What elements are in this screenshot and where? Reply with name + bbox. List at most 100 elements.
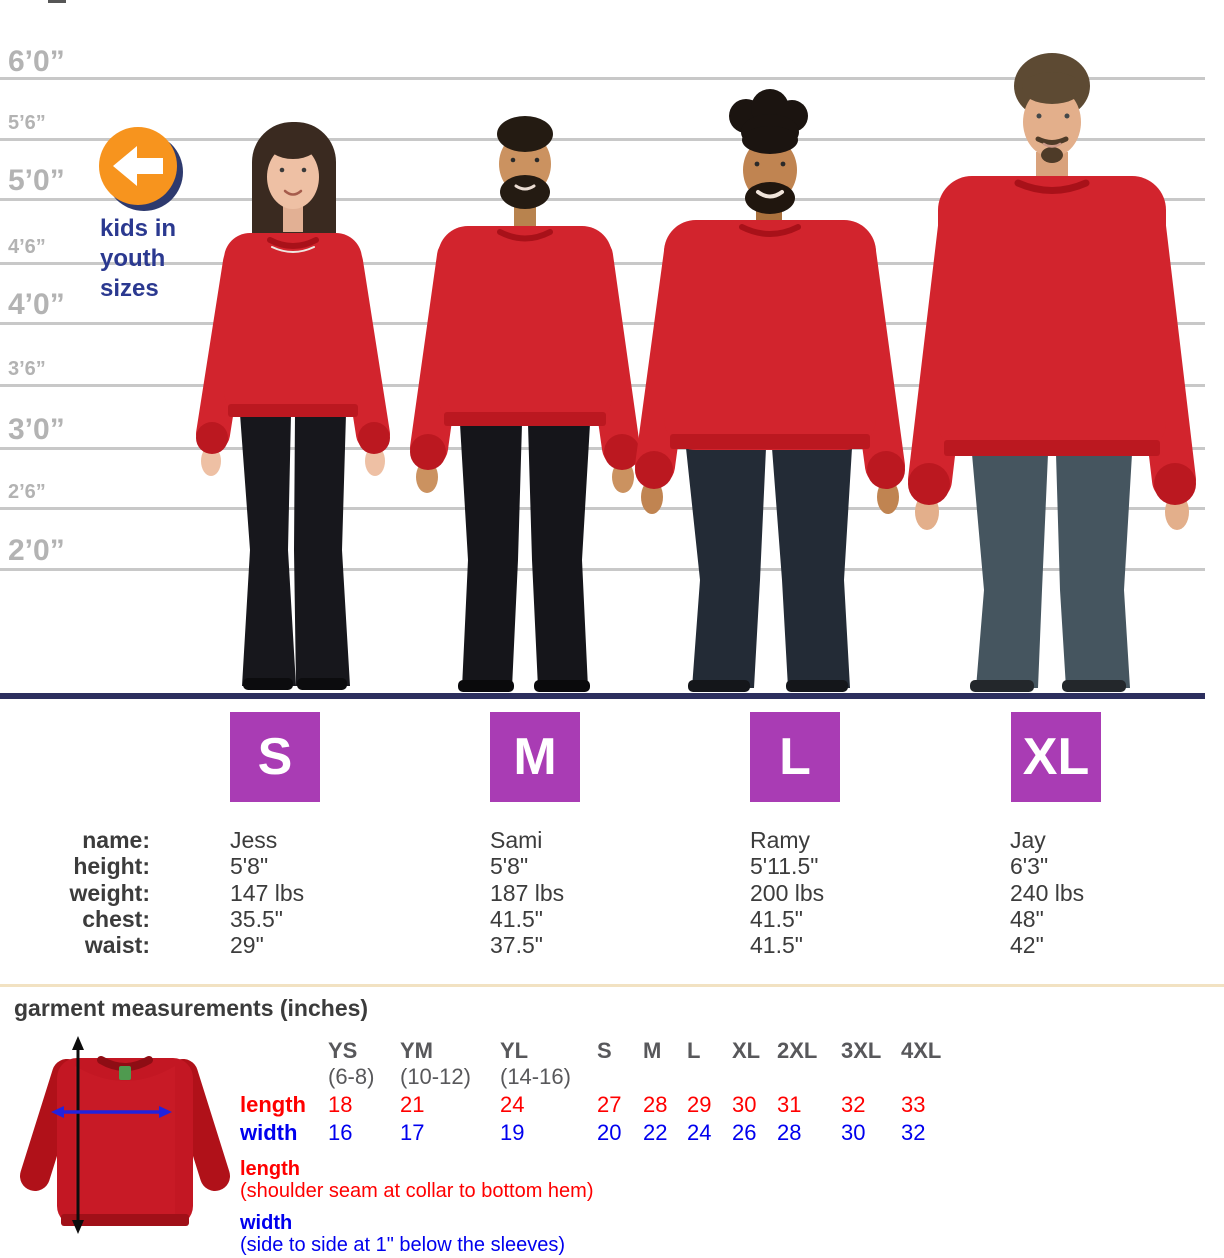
width-note-label: width bbox=[240, 1212, 293, 1234]
scale-label-3ft6: 3’6” bbox=[8, 358, 46, 380]
collar-tag bbox=[119, 1066, 131, 1080]
width-l: 24 bbox=[687, 1120, 712, 1145]
scale-label-3ft: 3’0” bbox=[8, 413, 65, 446]
sami-name: Sami bbox=[490, 827, 543, 853]
crop-artifact bbox=[48, 0, 66, 3]
width-4xl: 32 bbox=[901, 1120, 926, 1145]
sami-chest: 41.5" bbox=[490, 906, 543, 932]
col-header-2xl: 2XL bbox=[777, 1038, 818, 1063]
col-header-m: M bbox=[643, 1038, 662, 1063]
width-yl: 19 bbox=[500, 1120, 525, 1145]
jay-weight: 240 lbs bbox=[1010, 880, 1085, 906]
scale-label-2ft: 2’0” bbox=[8, 534, 65, 567]
length-note-label: length bbox=[240, 1158, 300, 1180]
jay-waist: 42" bbox=[1010, 932, 1044, 958]
stats-label-waist: waist: bbox=[84, 932, 150, 958]
scale-label-4ft6: 4’6” bbox=[8, 236, 46, 258]
length-3xl: 32 bbox=[841, 1092, 866, 1117]
jay-height: 6'3" bbox=[1010, 853, 1049, 879]
size-badge-xl: XL bbox=[1011, 712, 1101, 802]
ramy-weight: 200 lbs bbox=[750, 880, 825, 906]
col-header-4xl: 4XL bbox=[901, 1038, 942, 1063]
ramy-waist: 41.5" bbox=[750, 932, 803, 958]
width-ym: 17 bbox=[400, 1120, 425, 1145]
col-header-s: S bbox=[597, 1038, 612, 1063]
width-xl: 26 bbox=[732, 1120, 757, 1145]
scale-line-5ft bbox=[0, 198, 1205, 201]
section-divider bbox=[0, 984, 1224, 987]
jay-chest: 48" bbox=[1010, 906, 1044, 932]
col-header-yl: YL bbox=[500, 1038, 529, 1063]
stats-label-name: name: bbox=[82, 827, 150, 853]
length-4xl: 33 bbox=[901, 1092, 926, 1117]
model-photo-jay bbox=[908, 53, 1196, 692]
width-ys: 16 bbox=[328, 1120, 353, 1145]
col-subheader-ym: (10-12) bbox=[400, 1064, 471, 1089]
stats-label-height: height: bbox=[73, 853, 150, 879]
col-header-ys: YS bbox=[328, 1038, 358, 1063]
width-note-desc: (side to side at 1" below the sleeves) bbox=[240, 1234, 566, 1256]
length-l: 29 bbox=[687, 1092, 712, 1117]
model-photo-ramy bbox=[635, 89, 905, 692]
length-arrow bbox=[72, 1036, 84, 1234]
width-s: 20 bbox=[597, 1120, 622, 1145]
left-arrow-icon bbox=[113, 146, 163, 186]
models-photo-lineup bbox=[196, 53, 1196, 692]
ramy-height: 5'11.5" bbox=[750, 853, 819, 879]
scale-line-5ft6 bbox=[0, 138, 1205, 141]
model-photo-jess bbox=[196, 122, 390, 690]
kids-sizes-callout-circle bbox=[99, 127, 177, 205]
size-badge-s: S bbox=[230, 712, 320, 802]
sweatshirt-measure-image bbox=[20, 1036, 230, 1234]
length-m: 28 bbox=[643, 1092, 668, 1117]
col-header-l: L bbox=[687, 1038, 701, 1063]
scale-label-6ft: 6’0” bbox=[8, 45, 65, 78]
length-2xl: 31 bbox=[777, 1092, 802, 1117]
model-photo-sami bbox=[410, 116, 640, 692]
jess-name: Jess bbox=[230, 827, 278, 853]
jess-chest: 35.5" bbox=[230, 906, 283, 932]
width-3xl: 30 bbox=[841, 1120, 866, 1145]
length-note-desc: (shoulder seam at collar to bottom hem) bbox=[240, 1180, 594, 1202]
length-ym: 21 bbox=[400, 1092, 425, 1117]
col-header-ym: YM bbox=[400, 1038, 433, 1063]
width-m: 22 bbox=[643, 1120, 668, 1145]
length-yl: 24 bbox=[500, 1092, 525, 1117]
width-2xl: 28 bbox=[777, 1120, 802, 1145]
kids-sizes-label-line3: sizes bbox=[100, 275, 159, 302]
size-badge-m: M bbox=[490, 712, 580, 802]
scale-label-4ft: 4’0” bbox=[8, 288, 65, 321]
col-header-3xl: 3XL bbox=[841, 1038, 882, 1063]
scale-line-6ft bbox=[0, 77, 1205, 80]
scale-line-2ft6 bbox=[0, 507, 1205, 510]
kids-sizes-label-line1: kids in bbox=[100, 215, 177, 242]
length-row-label: length bbox=[240, 1092, 306, 1117]
length-s: 27 bbox=[597, 1092, 622, 1117]
ramy-name: Ramy bbox=[750, 827, 811, 853]
jess-height: 5'8" bbox=[230, 853, 269, 879]
sami-waist: 37.5" bbox=[490, 932, 543, 958]
ramy-chest: 41.5" bbox=[750, 906, 803, 932]
kids-sizes-label-line2: youth bbox=[100, 245, 166, 272]
sami-weight: 187 lbs bbox=[490, 880, 565, 906]
size-badge-l: L bbox=[750, 712, 840, 802]
length-xl: 30 bbox=[732, 1092, 757, 1117]
jess-waist: 29" bbox=[230, 932, 264, 958]
stats-label-chest: chest: bbox=[82, 906, 150, 932]
col-header-xl: XL bbox=[732, 1038, 761, 1063]
width-row-label: width bbox=[240, 1120, 298, 1145]
scale-label-5ft6: 5’6” bbox=[8, 112, 46, 134]
scale-label-5ft: 5’0” bbox=[8, 164, 65, 197]
scale-label-2ft6: 2’6” bbox=[8, 481, 46, 503]
sami-height: 5'8" bbox=[490, 853, 529, 879]
scale-line-2ft bbox=[0, 568, 1205, 571]
length-ys: 18 bbox=[328, 1092, 353, 1117]
stats-label-weight: weight: bbox=[69, 880, 151, 906]
garment-section-title: garment measurements (inches) bbox=[14, 995, 369, 1021]
width-arrow bbox=[51, 1106, 172, 1118]
col-subheader-ys: (6-8) bbox=[328, 1064, 375, 1089]
photo-baseline-bar bbox=[0, 693, 1205, 699]
jay-name: Jay bbox=[1010, 827, 1046, 853]
col-subheader-yl: (14-16) bbox=[500, 1064, 571, 1089]
